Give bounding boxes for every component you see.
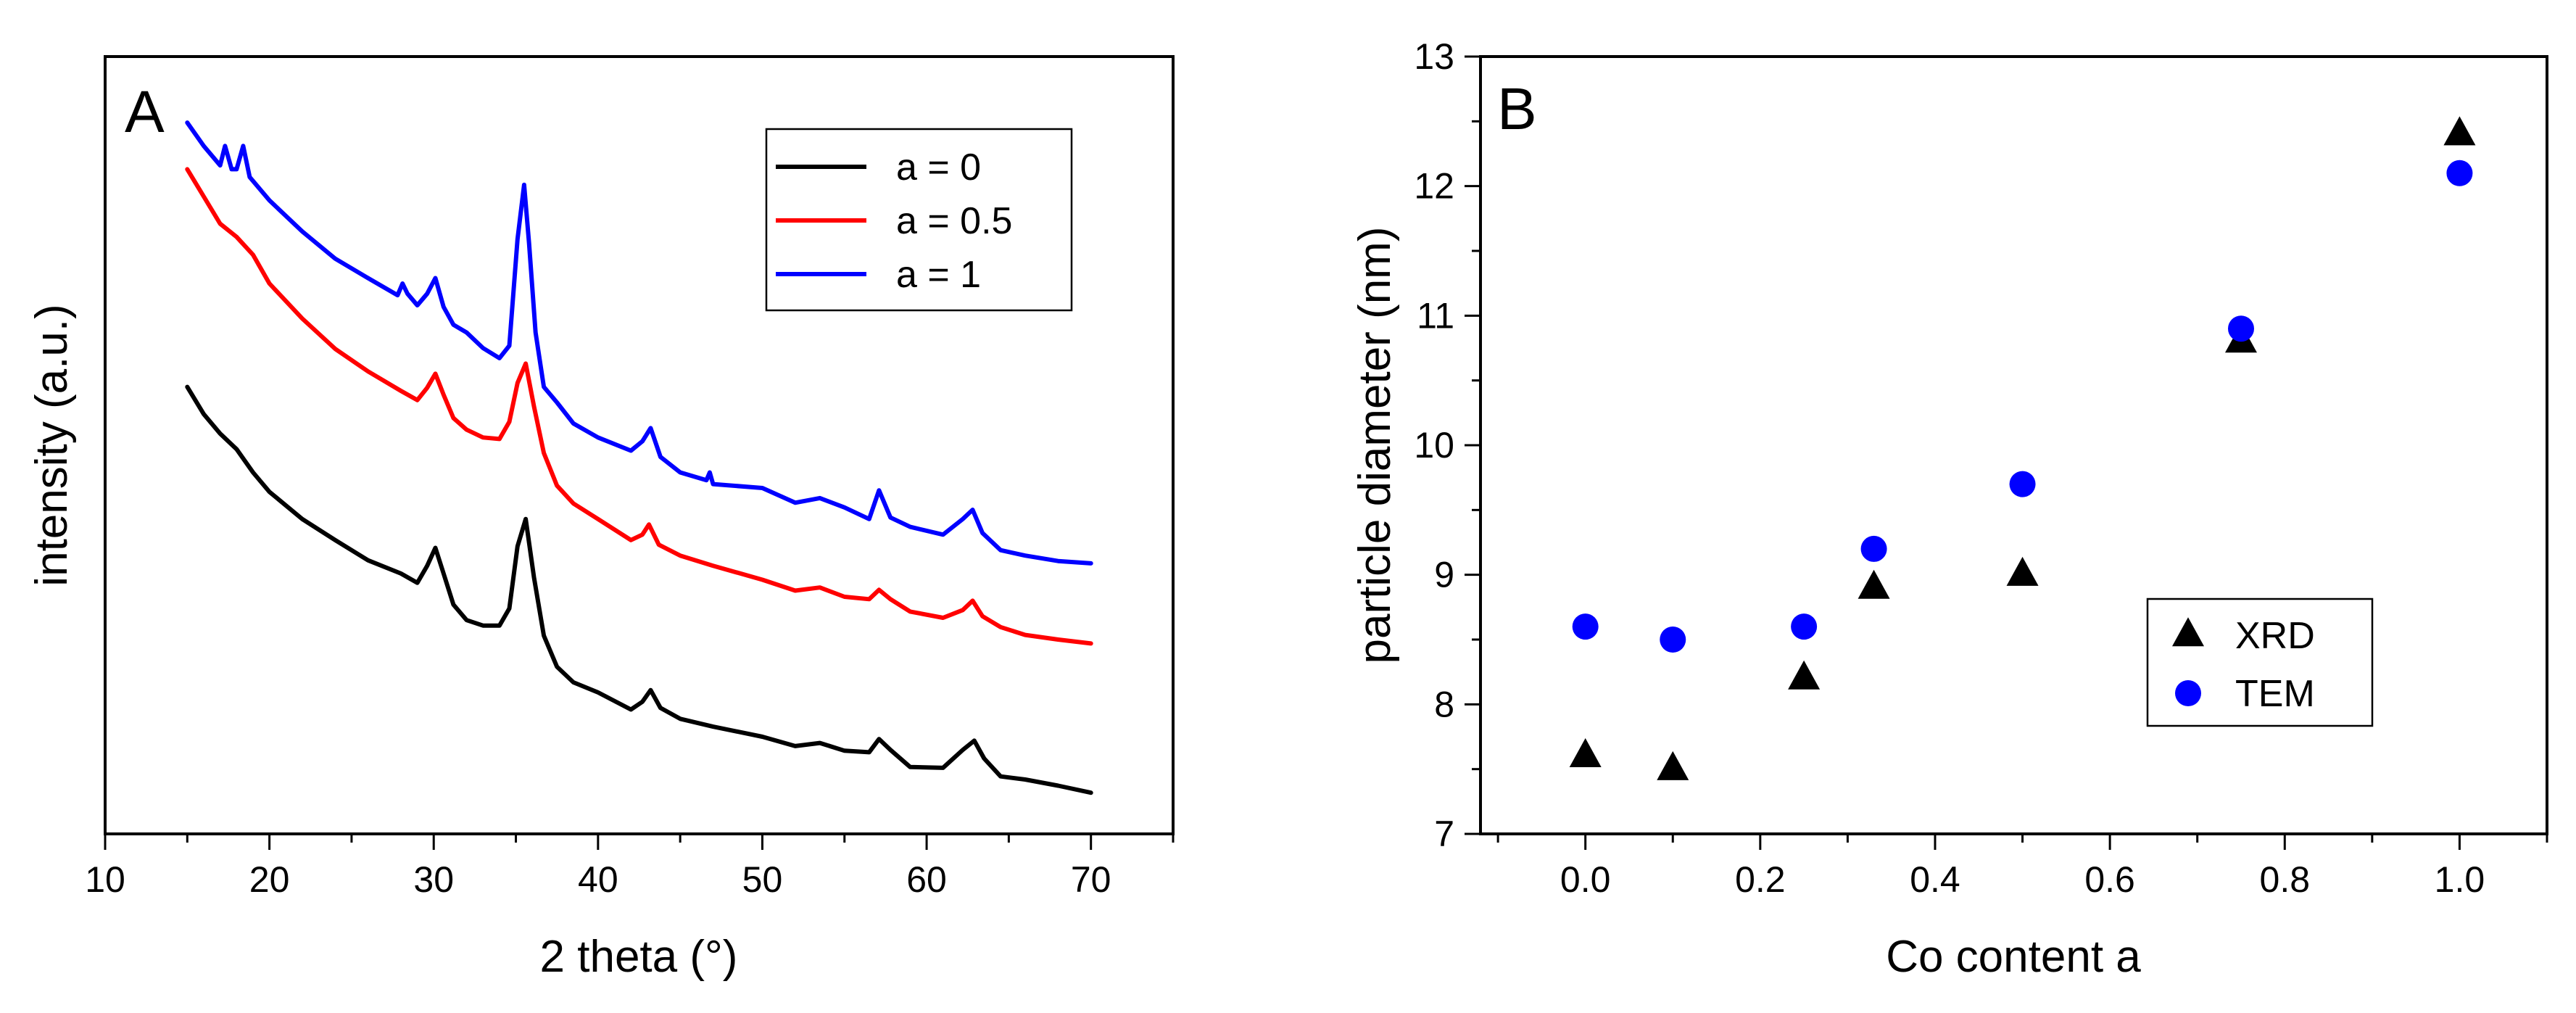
- panel-b-label: B: [1497, 76, 1537, 142]
- panel-b-x-tick-label: 0.0: [1560, 859, 1611, 900]
- panel-b-plot-frame: [1479, 55, 2548, 835]
- panel-b-y-tick-label: 10: [1414, 425, 1454, 466]
- panel-a-y-axis-label: intensity (a.u.): [27, 304, 77, 586]
- panel-b-y-axis-label: particle diameter (nm): [1350, 227, 1400, 664]
- panel-b-legend-label-xrd: XRD: [2235, 615, 2315, 657]
- panel-b-point-tem: [1860, 535, 1887, 562]
- panel-a-x-ticks: 10 20 30 40 50 60 70: [85, 834, 1175, 900]
- panel-a: A 10 20 30 40 50 60 70 2 theta (°) intensity (…: [27, 55, 1175, 982]
- panel-a-legend-label-1: a = 0.5: [896, 200, 1012, 242]
- panel-b: B 0.0 0.2 0.4 0.6 0.8 1.0 7 8 9 10 11 12 13 Co cont…: [1350, 36, 2548, 982]
- panel-b-point-tem: [2227, 315, 2254, 342]
- panel-a-legend: a = 0 a = 0.5 a = 1: [765, 128, 1073, 312]
- panel-b-x-tick-label: 0.6: [2084, 859, 2135, 900]
- panel-b-x-tick-label: 1.0: [2435, 859, 2485, 900]
- panel-b-point-tem: [2009, 471, 2036, 497]
- panel-b-legend: XRD TEM: [2146, 598, 2374, 727]
- panel-b-point-xrd: [1657, 751, 1689, 780]
- panel-a-x-tick-label: 10: [85, 859, 125, 900]
- panel-a-legend-label-0: a = 0: [896, 146, 981, 189]
- panel-b-x-ticks: 0.0 0.2 0.4 0.6 0.8 1.0: [1496, 834, 2548, 900]
- panel-b-legend-marker-tem: [2175, 680, 2201, 706]
- panel-a-label: A: [125, 79, 165, 145]
- panel-b-point-tem: [1791, 613, 1818, 640]
- panel-a-x-tick-label: 50: [742, 859, 783, 900]
- panel-b-point-xrd: [1788, 660, 1821, 690]
- panel-b-point-tem: [1572, 613, 1599, 640]
- panel-b-legend-label-tem: TEM: [2235, 673, 2315, 715]
- panel-b-point-xrd: [2006, 556, 2039, 586]
- panel-b-point-tem: [2446, 160, 2473, 186]
- panel-b-y-tick-label: 8: [1434, 684, 1454, 724]
- panel-b-y-tick-label: 11: [1417, 295, 1454, 336]
- panel-a-x-tick-label: 20: [249, 859, 290, 900]
- panel-a-x-tick-label: 30: [413, 859, 454, 900]
- panel-b-x-axis-label: Co content a: [1886, 932, 2141, 982]
- panel-a-plot-frame: [104, 55, 1175, 835]
- panel-b-x-tick-label: 0.4: [1910, 859, 1960, 900]
- panel-a-x-tick-label: 70: [1071, 859, 1111, 900]
- panel-a-legend-label-2: a = 1: [896, 254, 981, 296]
- panel-a-series-line-2: [185, 120, 1093, 566]
- panel-a-x-tick-label: 40: [578, 859, 618, 900]
- panel-b-y-tick-label: 12: [1414, 166, 1454, 207]
- panel-b-y-tick-label: 9: [1434, 555, 1454, 595]
- panel-b-x-tick-label: 0.2: [1735, 859, 1786, 900]
- panel-a-x-tick-label: 60: [906, 859, 947, 900]
- panel-b-x-tick-label: 0.8: [2260, 859, 2311, 900]
- panel-b-points: [1569, 116, 2476, 780]
- panel-b-point-xrd: [1858, 569, 1890, 599]
- panel-a-x-axis-label: 2 theta (°): [540, 932, 738, 982]
- panel-a-series-line-1: [185, 167, 1093, 646]
- panel-b-y-tick-label: 13: [1414, 36, 1454, 77]
- panel-b-y-tick-label: 7: [1434, 814, 1454, 854]
- panel-b-y-ticks: 7 8 9 10 11 12 13: [1414, 36, 1480, 854]
- panel-b-legend-marker-xrd: [2172, 617, 2204, 647]
- panel-a-series-line-0: [185, 384, 1093, 795]
- panel-b-point-xrd: [1569, 738, 1602, 767]
- panel-b-point-tem: [1660, 627, 1686, 653]
- panel-b-point-xrd: [2443, 116, 2476, 146]
- panel-a-series: [185, 120, 1093, 795]
